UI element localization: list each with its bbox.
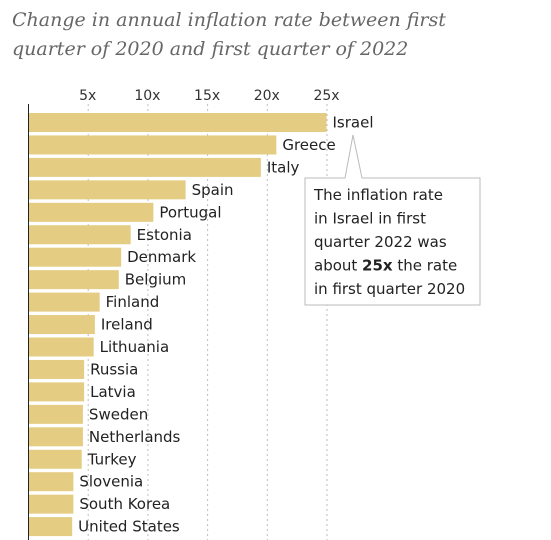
bar-label-sweden: Sweden bbox=[89, 405, 148, 423]
bar-spain bbox=[28, 180, 186, 200]
bar-greece bbox=[28, 135, 277, 155]
bar-label-israel: Israel bbox=[333, 114, 374, 132]
bar-belgium bbox=[28, 270, 119, 290]
bar-italy bbox=[28, 157, 261, 177]
x-axis-tick-labels: 5x 10x 15x 20x 25x bbox=[79, 88, 339, 104]
bar-label-united-states: United States bbox=[78, 518, 180, 536]
bar-labels: Israel Greece Italy Spain Portugal Estonia Den… bbox=[78, 114, 373, 536]
bar-label-latvia: Latvia bbox=[90, 383, 136, 401]
bar-sweden bbox=[28, 404, 83, 424]
chart-title: Change in annual inflation rate between … bbox=[12, 9, 446, 60]
bar-label-portugal: Portugal bbox=[159, 203, 221, 221]
chart-title-line-2: quarter of 2020 and first quarter of 202… bbox=[12, 38, 408, 60]
bar-label-lithuania: Lithuania bbox=[100, 338, 169, 356]
bar-label-netherlands: Netherlands bbox=[89, 428, 181, 446]
bar-label-italy: Italy bbox=[267, 158, 300, 176]
bar-portugal bbox=[28, 202, 154, 222]
bar-label-russia: Russia bbox=[90, 360, 138, 378]
bar-latvia bbox=[28, 382, 85, 402]
bar-turkey bbox=[28, 449, 82, 469]
annotation-text-part: about bbox=[314, 257, 362, 275]
bars bbox=[28, 113, 327, 537]
bar-label-finland: Finland bbox=[106, 293, 160, 311]
bar-label-slovenia: Slovenia bbox=[79, 473, 143, 491]
bar-label-turkey: Turkey bbox=[87, 450, 137, 468]
annotation-text-part: quarter 2022 was bbox=[314, 233, 447, 251]
bar-united-states bbox=[28, 517, 73, 537]
bar-lithuania bbox=[28, 337, 94, 357]
x-tick-label: 20x bbox=[254, 88, 280, 104]
bar-label-ireland: Ireland bbox=[101, 316, 153, 334]
annotation-callout: The inflation rate in Israel in first quar… bbox=[304, 134, 481, 306]
bar-israel bbox=[28, 113, 327, 132]
annotation-text-part: the rate bbox=[393, 257, 458, 275]
bar-slovenia bbox=[28, 472, 74, 492]
bar-estonia bbox=[28, 225, 131, 245]
annotation-text: The inflation rate in Israel in first quar… bbox=[313, 186, 465, 298]
bar-finland bbox=[28, 292, 100, 312]
annotation-text-part: 25x bbox=[362, 257, 393, 275]
bar-label-denmark: Denmark bbox=[127, 248, 196, 266]
bar-south-korea bbox=[28, 494, 74, 514]
bar-label-belgium: Belgium bbox=[125, 271, 187, 289]
annotation-text-part: in first quarter 2020 bbox=[314, 280, 465, 298]
x-tick-label: 15x bbox=[194, 88, 220, 104]
chart-title-line-1: Change in annual inflation rate between … bbox=[12, 9, 446, 31]
bar-netherlands bbox=[28, 427, 83, 447]
annotation-text-part: The inflation rate bbox=[313, 186, 443, 204]
x-tick-label: 5x bbox=[79, 88, 96, 104]
annotation-text-part: in Israel in first bbox=[314, 210, 426, 228]
bar-label-south-korea: South Korea bbox=[79, 495, 170, 513]
x-tick-label: 25x bbox=[313, 88, 339, 104]
bar-label-estonia: Estonia bbox=[137, 226, 192, 244]
x-tick-label: 10x bbox=[134, 88, 160, 104]
bar-denmark bbox=[28, 247, 122, 267]
bar-russia bbox=[28, 359, 85, 379]
bar-ireland bbox=[28, 315, 95, 335]
annotation-box bbox=[304, 134, 481, 306]
bar-label-spain: Spain bbox=[192, 181, 234, 199]
bar-label-greece: Greece bbox=[282, 136, 335, 154]
